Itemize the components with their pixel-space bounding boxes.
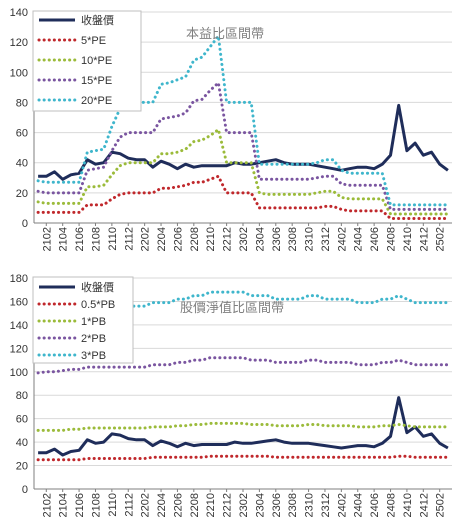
x-tick-label: 2304 (254, 227, 266, 251)
x-tick-label: 2212 (222, 493, 234, 517)
x-tick-label: 2404 (353, 493, 365, 517)
y-tick-label: 40 (16, 437, 28, 449)
y-tick-label: 20 (16, 461, 28, 473)
x-tick-label: 2108 (90, 227, 102, 251)
x-tick-label: 2406 (369, 227, 381, 251)
x-tick-label: 2104 (58, 227, 70, 251)
legend-label: 20*PE (81, 95, 112, 107)
x-tick-label: 2402 (336, 227, 348, 251)
y-tick-label: 80 (16, 97, 28, 109)
x-tick-label: 2206 (172, 493, 184, 517)
x-tick-label: 2406 (369, 493, 381, 517)
pe-band-chart: 0 20 40 60 80 100 120 140 2102 2104 2106 2108 2110 21… (1, 1, 464, 262)
x-tick-label: 2102 (41, 493, 53, 517)
legend-label: 10*PE (81, 55, 112, 67)
x-tick-label: 2306 (271, 493, 283, 517)
x-tick-label: 2308 (287, 227, 299, 251)
series-line-4 (36, 32, 450, 207)
y-tick-label: 120 (10, 37, 28, 49)
series-line-0 (38, 396, 449, 457)
legend-label: 0.5*PB (81, 299, 115, 311)
x-tick-label: 2410 (402, 227, 414, 251)
x-tick-label: 2110 (107, 227, 119, 251)
x-tick-label: 2308 (287, 493, 299, 517)
series-line-2 (36, 127, 450, 216)
y-tick-label: 60 (16, 128, 28, 140)
chart-title: 股價淨值比區間帶 (180, 300, 284, 315)
pb-band-chart: 0 20 40 60 80 100 120 140 160 180 2102 2104 2106 2108… (1, 267, 464, 528)
y-tick-label: 0 (22, 484, 28, 496)
x-tick-label: 2408 (386, 227, 398, 251)
x-tick-label: 2312 (320, 493, 332, 517)
legend-label: 3*PB (81, 350, 106, 362)
x-tick-label: 2412 (418, 493, 430, 517)
series-layer (36, 290, 450, 462)
x-tick-label: 2502 (435, 227, 447, 251)
series-line-0 (38, 103, 449, 181)
series-line-1 (36, 174, 450, 220)
x-tick-label: 2112 (123, 493, 135, 517)
y-tick-label: 160 (10, 296, 28, 308)
x-tick-label: 2208 (189, 493, 201, 517)
x-tick-label: 2312 (320, 227, 332, 251)
legend: 收盤價 5*PE 10*PE 15*PE 20*PE (32, 10, 142, 112)
x-tick-label: 2310 (304, 227, 316, 251)
x-tick-label: 2110 (107, 493, 119, 517)
x-tick-label: 2402 (336, 493, 348, 517)
legend-box (32, 10, 142, 112)
y-tick-label: 40 (16, 158, 28, 170)
x-tick-label: 2204 (156, 227, 168, 251)
y-tick-label: 100 (10, 367, 28, 379)
y-tick-label: 140 (10, 320, 28, 332)
series-line-4 (36, 290, 450, 316)
x-tick-label: 2404 (353, 227, 365, 251)
y-tick-label: 140 (10, 7, 28, 19)
series-line-3 (36, 79, 450, 211)
series-line-2 (36, 421, 450, 432)
x-tick-label: 2412 (418, 227, 430, 251)
y-tick-label: 100 (10, 67, 28, 79)
x-tick-label: 2408 (386, 493, 398, 517)
x-tick-label: 2304 (254, 493, 266, 517)
x-tick-label: 2108 (90, 493, 102, 517)
x-tick-label: 2102 (41, 227, 53, 251)
legend-label: 5*PE (81, 35, 106, 47)
y-tick-label: 60 (16, 414, 28, 426)
x-tick-label: 2104 (58, 493, 70, 517)
x-tick-label: 2502 (435, 493, 447, 517)
x-tick-label: 2206 (172, 227, 184, 251)
axes: 0 20 40 60 80 100 120 140 2102 2104 2106 2108 2110 21… (10, 7, 452, 251)
legend-label: 收盤價 (81, 13, 114, 27)
x-tick-label: 2202 (140, 227, 152, 251)
y-tick-label: 0 (22, 218, 28, 230)
x-tick-label: 2310 (304, 493, 316, 517)
x-tick-label: 2212 (222, 227, 234, 251)
legend-label: 1*PB (81, 316, 106, 328)
y-tick-label: 80 (16, 390, 28, 402)
x-tick-label: 2208 (189, 227, 201, 251)
x-tick-label: 2210 (205, 493, 217, 517)
x-tick-label: 2202 (140, 493, 152, 517)
x-tick-label: 2106 (74, 227, 86, 251)
x-tick-label: 2302 (238, 493, 250, 517)
x-tick-label: 2204 (156, 493, 168, 517)
chart-title: 本益比區間帶 (186, 26, 264, 41)
x-tick-label: 2106 (74, 493, 86, 517)
axes: 0 20 40 60 80 100 120 140 160 180 2102 2104 2106 2108… (10, 273, 452, 517)
x-tick-label: 2306 (271, 227, 283, 251)
x-tick-label: 2410 (402, 493, 414, 517)
x-tick-label: 2112 (123, 227, 135, 251)
series-layer (36, 32, 450, 220)
y-tick-label: 20 (16, 188, 28, 200)
x-tick-label: 2210 (205, 227, 217, 251)
legend-label: 2*PB (81, 333, 106, 345)
series-line-1 (36, 454, 450, 462)
y-tick-label: 120 (10, 343, 28, 355)
legend: 收盤價 0.5*PB 1*PB 2*PB 3*PB (32, 276, 134, 364)
y-tick-label: 180 (10, 273, 28, 285)
legend-label: 15*PE (81, 75, 112, 87)
legend-label: 收盤價 (81, 280, 114, 294)
x-tick-label: 2302 (238, 227, 250, 251)
